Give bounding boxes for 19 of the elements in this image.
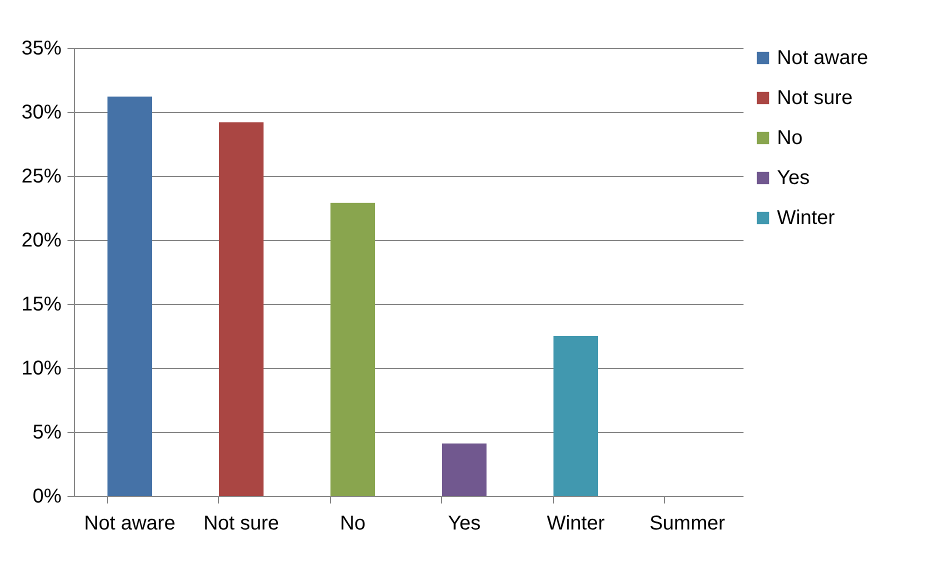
legend-label: Not aware [777, 47, 868, 69]
y-tick-label: 35% [21, 38, 62, 60]
x-tick-label: Summer [649, 512, 726, 534]
y-tick-label: 30% [21, 102, 62, 124]
y-tick-label: 20% [21, 230, 62, 252]
y-tick-label: 5% [32, 422, 62, 444]
y-tick-label: 25% [21, 166, 62, 188]
legend-label: Winter [777, 207, 836, 229]
x-tick-label: Yes [448, 512, 481, 534]
legend-label: No [777, 127, 803, 149]
y-tick-label: 10% [21, 358, 62, 380]
legend-label: Not sure [777, 87, 853, 109]
x-tick-label: Not sure [203, 512, 280, 534]
legend-label: Yes [777, 167, 810, 189]
y-tick-label: 0% [32, 486, 62, 508]
y-tick-label: 15% [21, 294, 62, 316]
x-tick-label: Not aware [84, 512, 176, 534]
x-tick-label: Winter [546, 512, 605, 534]
x-tick-label: No [340, 512, 366, 534]
